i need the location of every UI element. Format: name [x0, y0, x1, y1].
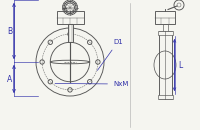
Text: NxM: NxM	[55, 81, 128, 87]
Bar	[155, 11, 175, 24]
Text: A: A	[7, 74, 13, 83]
Bar	[162, 24, 168, 31]
Text: B: B	[7, 27, 13, 35]
Bar	[68, 24, 73, 42]
Bar	[158, 95, 172, 99]
Bar	[158, 31, 172, 35]
Bar	[57, 11, 84, 24]
Bar	[158, 31, 172, 99]
Circle shape	[66, 3, 75, 12]
Text: D1: D1	[97, 39, 123, 70]
Text: L: L	[179, 60, 183, 70]
